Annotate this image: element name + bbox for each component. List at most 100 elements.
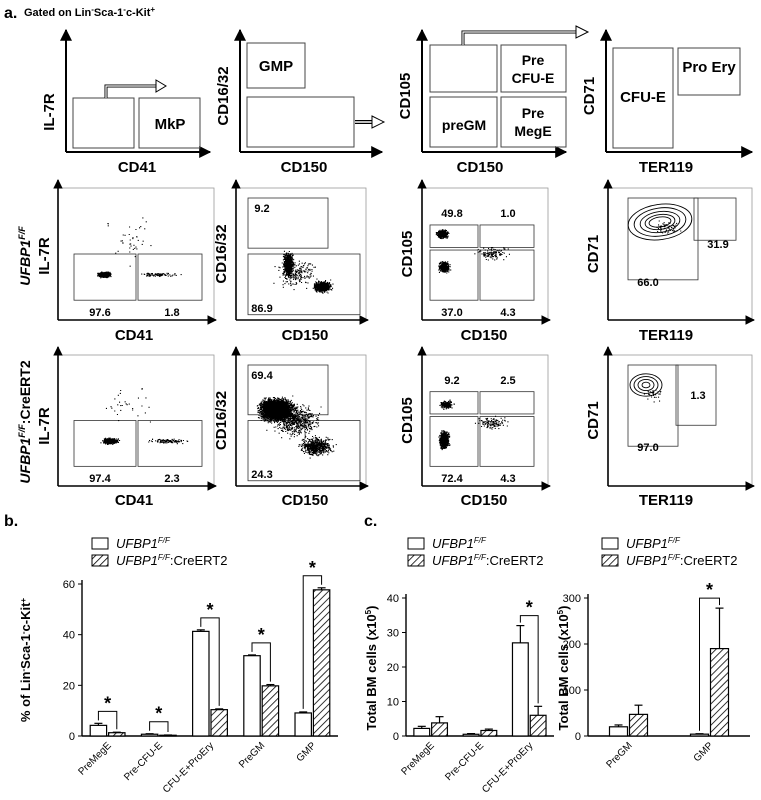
bar: [462, 733, 480, 737]
category-label: Pre-CFU-E: [443, 740, 486, 783]
gating-title-6: +: [150, 5, 155, 14]
gate-value: 9.2: [254, 203, 269, 215]
y-label-part: Total BM cells (x10: [364, 614, 379, 730]
panel-label-c: c.: [364, 513, 377, 530]
gate-value: 1.3: [690, 390, 705, 402]
legend-gene: UFBP1: [432, 553, 474, 568]
category-label: PreMegE: [400, 740, 437, 777]
flow-plot-2-2: CD150 CD16/32 69.4 24.3: [213, 346, 369, 509]
contour: [633, 207, 687, 237]
y-tick-label: 20: [63, 680, 75, 692]
panel-label-a: a.: [4, 5, 17, 22]
gate-box: [479, 249, 535, 301]
category-label: GMP: [295, 740, 319, 764]
gate-value: 2.5: [500, 375, 515, 387]
y-tick-label: 0: [69, 731, 75, 743]
gate-box: [627, 364, 679, 447]
gating-title-5: c-Kit: [126, 7, 151, 19]
gate-value: 97.0: [637, 442, 658, 454]
gate-box: [479, 416, 535, 467]
dot-cloud: [656, 220, 682, 234]
schema-4: CFU-E Pro Ery CD71 TER119: [581, 28, 754, 176]
x-axis-label: CD41: [115, 492, 153, 509]
dot-cloud: [439, 399, 455, 410]
schema-2-ylabel: CD16/32: [215, 66, 232, 125]
legend-swatch: [407, 537, 425, 550]
bar: [294, 712, 312, 737]
dot-cloud: [100, 437, 121, 445]
schema-1: MkP IL-7R CD41: [41, 28, 212, 176]
dot-cloud: [435, 229, 450, 240]
legend-sup: F/F: [668, 536, 681, 545]
gate-box: [429, 249, 479, 301]
category-label: PreMegE: [76, 740, 113, 777]
gate-value: 4.3: [500, 307, 515, 319]
legend-gene: UFBP1: [626, 553, 668, 568]
bar: [628, 713, 649, 737]
y-tick-label: 100: [563, 685, 581, 697]
legend-entry: UFBP1F/F: [432, 536, 487, 551]
flow-plot-1-3: CD150 CD105 49.8 1.0 37.0 4.3: [399, 179, 551, 344]
significance-bracket: [251, 642, 271, 682]
y-tick-label: 40: [387, 593, 399, 605]
gate-value: 37.0: [441, 307, 462, 319]
bar: [709, 647, 730, 737]
row-1-sup: F/F: [17, 226, 27, 240]
gate-box: [479, 391, 535, 415]
bar: [431, 722, 449, 737]
y-label-sup: 5: [556, 609, 565, 614]
y-tick-label: 0: [393, 731, 399, 743]
category-label: PreGM: [604, 740, 634, 770]
bar: [192, 630, 210, 737]
category-label: PreGM: [237, 740, 267, 770]
category-label: CFU-E+ProEry: [480, 740, 535, 795]
legend-suffix: :CreERT2: [486, 553, 544, 568]
gating-title-3: Sca-1: [94, 7, 123, 19]
y-axis-label: CD105: [399, 397, 416, 444]
flow-plot-1-2: CD150 CD16/32 9.2 86.9: [213, 179, 369, 344]
schema-1-ylabel: IL-7R: [41, 93, 58, 131]
dot-cloud: [438, 430, 451, 451]
gate-box: [247, 197, 329, 249]
legend-entry: UFBP1F/F:CreERT2: [626, 553, 737, 568]
bar: [261, 685, 280, 737]
gate-value: 9.2: [444, 375, 459, 387]
significance-bracket: [149, 721, 169, 732]
gate-value: 86.9: [251, 303, 272, 315]
gate-box: [693, 197, 737, 241]
gate-box: [247, 253, 361, 316]
gating-title-1: Gated on Lin: [24, 7, 92, 19]
flow-plot-2-4: TER119 CD71 97.0 1.3: [585, 346, 755, 509]
schema-3-box-1b: CFU-E: [512, 70, 555, 86]
gate-value: 72.4: [441, 473, 463, 485]
x-axis-label: TER119: [639, 492, 693, 509]
schema-1-xlabel: CD41: [118, 159, 156, 176]
bar: [89, 724, 108, 737]
y-tick-label: 10: [387, 697, 399, 709]
legend-gene: UFBP1: [626, 536, 668, 551]
y-tick-label: 40: [63, 630, 75, 642]
legend-gene: UFBP1: [116, 553, 158, 568]
dot-cloud: [148, 438, 189, 445]
x-axis-label: CD150: [282, 492, 329, 509]
significance-bracket: [200, 617, 220, 706]
gating-title: Gated on Lin-Sca-1-c-Kit+: [24, 5, 155, 19]
dot-cloud: [298, 435, 337, 459]
bar: [689, 733, 710, 737]
y-label-sup: 5: [364, 609, 373, 614]
gate-box: [73, 420, 137, 467]
bar: [608, 726, 629, 737]
y-tick-label: 20: [387, 662, 399, 674]
legend-swatch: [601, 537, 619, 550]
schema-3-box-2: preGM: [442, 117, 486, 133]
dot-cloud: [438, 261, 452, 274]
legend-suffix: :CreERT2: [680, 553, 738, 568]
row-2-sup: F/F: [17, 424, 27, 438]
gate-value: 24.3: [251, 469, 272, 481]
y-axis-label: % of Lin-Sca-1-c-Kit+: [18, 598, 33, 722]
y-axis-label: CD105: [399, 231, 416, 278]
x-axis-label: TER119: [639, 327, 693, 344]
